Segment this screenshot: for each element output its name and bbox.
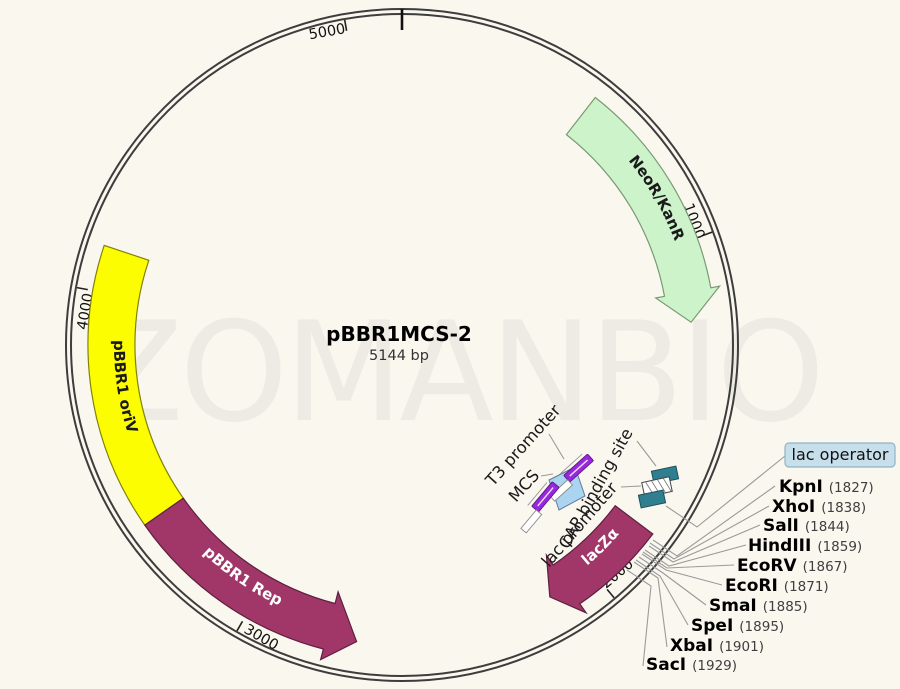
promoter-stripe	[537, 487, 554, 507]
promoter-echo-line	[559, 453, 583, 475]
leader-ecori	[641, 553, 723, 586]
leader-lac-promoter	[620, 485, 642, 488]
enzyme-row-hindiii[interactable]: HindIII (1859)	[748, 536, 862, 556]
tick-1000	[701, 231, 713, 237]
promoter-echo-line	[527, 482, 548, 506]
tick-label-5000: 5000	[308, 21, 347, 43]
enzyme-row-ecori[interactable]: EcoRI (1871)	[725, 576, 829, 596]
plasmid-title: pBBR1MCS-2	[326, 322, 472, 346]
enzyme-list: KpnI (1827) XhoI (1838) SalI (1844) HindIII…	[646, 477, 874, 675]
enzyme-row-saci[interactable]: SacI (1929)	[646, 655, 737, 675]
tick-4000	[76, 286, 88, 291]
watermark-text: ZOMANBIO	[89, 292, 821, 453]
promoter-glyph-upper[interactable]	[544, 451, 597, 502]
leader-smai	[638, 556, 707, 606]
leader-lac-operator	[665, 455, 786, 528]
leader-spei	[635, 559, 689, 626]
leader-kpni	[652, 485, 776, 557]
lac-operator-tag[interactable]: lac operator	[784, 442, 896, 468]
feature-arc-neor-kanr[interactable]	[565, 96, 722, 324]
enzyme-row-ecorv[interactable]: EcoRV (1867)	[737, 556, 848, 576]
leader-cap-binding-site	[636, 440, 657, 467]
leader-sali	[648, 524, 761, 563]
leader-ecorv	[642, 551, 735, 569]
plasmid-length: 5144 bp	[369, 348, 429, 364]
promoter-flange-icon	[520, 509, 543, 534]
enzyme-row-xbai[interactable]: XbaI (1901)	[670, 636, 764, 656]
leader-xhoi	[649, 505, 770, 560]
enzyme-row-kpni[interactable]: KpnI (1827)	[779, 477, 874, 497]
tick-5000	[343, 19, 348, 31]
promoter-glyph-t3[interactable]	[514, 479, 563, 534]
leader-hindiii	[644, 544, 747, 567]
leader-xbai	[633, 561, 668, 648]
feature-arc-pbbr1-rep[interactable]	[143, 497, 358, 661]
leader-mcs	[540, 473, 554, 477]
tick-2000	[606, 588, 615, 599]
lac-operator-tag-label: lac operator	[792, 445, 889, 464]
tick-3000	[236, 620, 244, 632]
feature-box-lac-operator[interactable]	[637, 489, 667, 509]
leader-saci	[626, 569, 652, 667]
feature-arc-lacz-alpha[interactable]	[545, 504, 654, 615]
enzyme-row-sali[interactable]: SalI (1844)	[763, 516, 850, 536]
leader-t3-promoter	[548, 433, 565, 460]
enzyme-row-xhoi[interactable]: XhoI (1838)	[772, 497, 866, 517]
promoter-stripe	[569, 459, 589, 477]
enzyme-row-smai[interactable]: SmaI (1885)	[709, 596, 808, 616]
enzyme-row-spei[interactable]: SpeI (1895)	[691, 616, 784, 636]
